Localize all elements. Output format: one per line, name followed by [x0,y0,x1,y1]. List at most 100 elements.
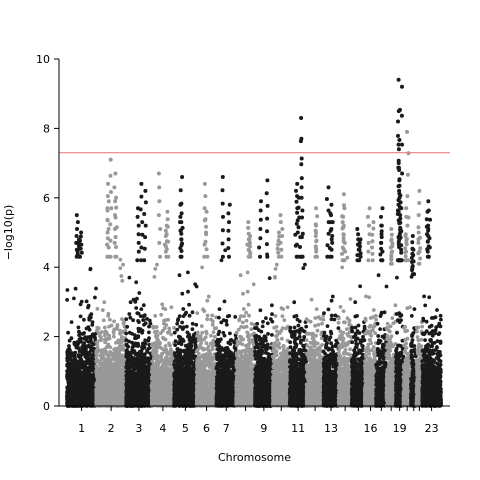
snp-point [132,344,136,348]
snp-point [107,312,111,316]
snp-point [110,394,114,398]
snp-point [90,404,94,408]
snp-point [116,348,120,352]
snp-point [107,372,111,376]
snp-point [97,400,101,404]
snp-point [86,401,90,405]
snp-point [134,306,138,310]
snp-point [102,300,106,304]
snp-point [89,312,93,316]
snp-point [74,287,78,291]
snp-point [79,383,83,387]
snp-peak-point [114,255,118,259]
snp-point [117,378,121,382]
snp-point [100,338,104,342]
snp-point [72,396,76,400]
snp-point [74,375,78,379]
snp-point [108,391,112,395]
snp-point [147,339,151,343]
snp-point [100,357,104,361]
snp-point [120,331,124,335]
snp-peak-point [113,241,117,245]
snp-point [113,389,117,393]
snp-point [119,258,123,262]
snp-point [89,360,93,364]
snp-point [147,325,151,329]
snp-point [133,349,137,353]
snp-point [87,316,91,320]
snp-point [96,371,100,375]
snp-point [137,291,141,295]
snp-peak-point [135,258,139,262]
snp-point [103,348,107,352]
snp-point [85,359,89,363]
snp-point [120,274,124,278]
snp-point [112,320,116,324]
snp-point [80,300,84,304]
snp-point [147,331,151,335]
snp-peak-point [137,232,141,236]
snp-point [144,382,148,386]
snp-point [76,393,80,397]
snp-point [99,387,103,391]
snp-peak-point [79,231,83,235]
snp-point [144,321,148,325]
snp-point [75,371,79,375]
snp-point [105,400,109,404]
snp-point [120,279,124,283]
snp-point [98,334,102,338]
snp-point [87,383,91,387]
snp-point [75,359,79,363]
snp-peak-point [76,220,80,224]
chromosome-3-points [124,182,153,408]
snp-point [88,367,92,371]
snp-peak-point [115,225,119,229]
snp-point [170,305,174,309]
snp-point [91,320,95,324]
snp-point [96,307,100,311]
snp-point [122,322,126,326]
snp-point [124,355,128,359]
snp-point [103,338,107,342]
snp-point [65,386,69,390]
snp-point [118,266,122,270]
snp-point [127,312,131,316]
snp-point [135,297,139,301]
snp-point [108,350,112,354]
snp-point [125,349,129,353]
snp-point [130,386,134,390]
snp-point [97,368,101,372]
snp-peak-point [77,237,81,241]
snp-point [137,327,141,331]
snp-point [141,344,145,348]
snp-point [121,263,125,267]
snp-point [142,303,146,307]
snp-point [129,300,133,304]
snp-point [66,369,70,373]
snp-point [116,338,120,342]
snp-point [81,346,85,350]
snp-point [86,397,90,401]
snp-peak-point [114,206,118,210]
snp-point [126,374,130,378]
snp-point [76,400,80,404]
snp-peak-point [105,255,109,259]
snp-point [72,365,76,369]
snp-peak-point [114,235,118,239]
snp-point [67,381,71,385]
snp-peak-point [142,212,146,216]
snp-point [126,345,130,349]
snp-peak-point [112,185,116,189]
snp-peak-point [109,158,113,162]
snp-point [86,335,90,339]
snp-point [140,331,144,335]
snp-point [65,298,69,302]
snp-point [107,325,111,329]
snp-point [132,360,136,364]
snp-point [101,353,105,357]
snp-point [71,359,75,363]
snp-point [65,356,69,360]
snp-point [116,370,120,374]
snp-point [129,377,133,381]
